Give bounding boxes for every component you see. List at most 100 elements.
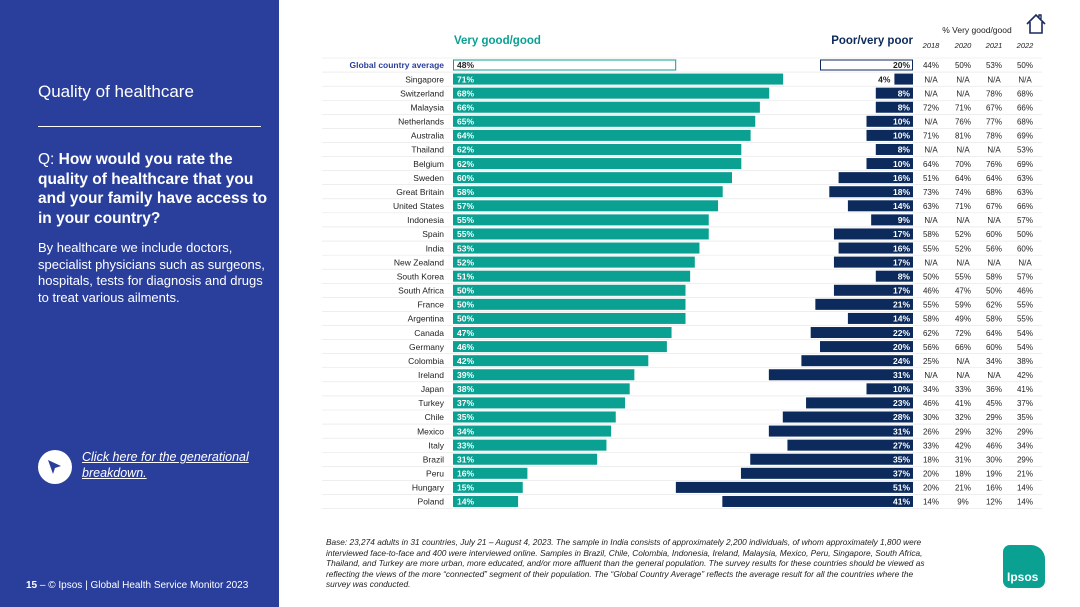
good-value-label: 65% (457, 117, 474, 127)
good-bar (453, 130, 751, 141)
good-value-label: 55% (457, 229, 474, 239)
home-icon[interactable] (1025, 13, 1047, 35)
trend-value: 42% (1017, 371, 1033, 380)
trend-value: 57% (1017, 216, 1033, 225)
trend-value: 34% (1017, 441, 1033, 450)
trend-value: 54% (1017, 329, 1033, 338)
good-value-label: 57% (457, 201, 474, 211)
trend-value: 66% (1017, 103, 1033, 112)
category-label: New Zealand (394, 257, 444, 267)
poor-value-label: 8% (898, 271, 911, 281)
trend-value: N/A (956, 89, 970, 98)
trend-value: 19% (986, 470, 1002, 479)
trend-value: 55% (1017, 315, 1033, 324)
base-note: Base: 23,274 adults in 31 countries, Jul… (326, 537, 931, 590)
good-value-label: 50% (457, 300, 474, 310)
trend-value: 37% (1017, 399, 1033, 408)
trend-value: 50% (955, 61, 971, 70)
trend-value: 56% (923, 343, 939, 352)
trend-value: 14% (1017, 498, 1033, 507)
trend-value: 64% (955, 174, 971, 183)
chart-row: New Zealand 52% 17% N/A N/A N/A N/A (322, 257, 1042, 270)
trend-value: 53% (986, 61, 1002, 70)
trend-value: 31% (955, 455, 971, 464)
trend-value: N/A (956, 371, 970, 380)
poor-value-label: 31% (893, 370, 910, 380)
ipsos-logo: Ipsos (1003, 545, 1045, 588)
trend-value: 14% (1017, 484, 1033, 493)
year-header: 2018 (922, 41, 941, 50)
good-bar (453, 102, 760, 113)
good-bar (453, 327, 672, 338)
good-value-label: 51% (457, 271, 474, 281)
trend-value: 64% (923, 160, 939, 169)
trend-value: 36% (986, 385, 1002, 394)
poor-bar (676, 482, 913, 493)
trend-value: 58% (923, 230, 939, 239)
good-bar (453, 116, 755, 127)
trend-value: 51% (923, 174, 939, 183)
poor-value-label: 10% (893, 117, 910, 127)
poor-value-label: 20% (893, 60, 910, 70)
chart-row: Great Britain 58% 18% 73% 74% 68% 63% (322, 186, 1042, 199)
category-label: Spain (422, 229, 444, 239)
trend-value: 68% (1017, 89, 1033, 98)
poor-value-label: 14% (893, 201, 910, 211)
trend-value: N/A (987, 75, 1001, 84)
trend-value: 66% (1017, 202, 1033, 211)
trend-value: 46% (986, 441, 1002, 450)
trend-value: 55% (1017, 301, 1033, 310)
trend-value: N/A (924, 258, 938, 267)
good-value-label: 37% (457, 398, 474, 408)
chart-row: Colombia 42% 24% 25% N/A 34% 38% (322, 355, 1042, 368)
chart-row: Canada 47% 22% 62% 72% 64% 54% (322, 327, 1042, 340)
good-bar (453, 383, 630, 394)
chart-row: Global country average 48% 20% 44% 50% 53% 50% (322, 60, 1042, 72)
trend-value: 76% (986, 160, 1002, 169)
trend-value: 46% (923, 287, 939, 296)
trend-value: 29% (986, 413, 1002, 422)
trend-value: 71% (955, 103, 971, 112)
trend-value: 20% (923, 470, 939, 479)
good-value-label: 16% (457, 469, 474, 479)
trend-value: 67% (986, 103, 1002, 112)
good-value-label: 15% (457, 483, 474, 493)
poor-value-label: 4% (878, 74, 891, 84)
trend-value: 78% (986, 132, 1002, 141)
trend-value: 63% (1017, 174, 1033, 183)
trend-value: 64% (986, 329, 1002, 338)
good-bar (453, 88, 769, 99)
good-bar (453, 214, 709, 225)
good-bar (453, 355, 648, 366)
good-bar (453, 426, 611, 437)
trend-header: % Very good/good (942, 25, 1012, 35)
trend-value: 46% (923, 399, 939, 408)
trend-value: 52% (955, 230, 971, 239)
category-label: Japan (421, 384, 444, 394)
good-bar (453, 341, 667, 352)
trend-value: 74% (955, 188, 971, 197)
trend-value: 76% (955, 118, 971, 127)
trend-value: 69% (1017, 160, 1033, 169)
chart-row: Netherlands 65% 10% N/A 76% 77% 68% (322, 116, 1042, 129)
chart-row: Argentina 50% 14% 58% 49% 58% 55% (322, 313, 1042, 326)
trend-value: 32% (986, 427, 1002, 436)
category-label: Sweden (413, 173, 444, 183)
poor-value-label: 17% (893, 257, 910, 267)
good-value-label: 62% (457, 145, 474, 155)
poor-value-label: 21% (893, 300, 910, 310)
trend-value: 72% (955, 329, 971, 338)
trend-value: 50% (986, 287, 1002, 296)
chart-row: Hungary 15% 51% 20% 21% 16% 14% (322, 482, 1042, 495)
category-label: Thailand (411, 145, 444, 155)
poor-value-label: 10% (893, 384, 910, 394)
category-label: India (426, 243, 445, 253)
category-label: United States (393, 201, 444, 211)
poor-value-label: 51% (893, 483, 910, 493)
poor-value-label: 17% (893, 286, 910, 296)
trend-value: 44% (923, 61, 939, 70)
chart-row: India 53% 16% 55% 52% 56% 60% (322, 243, 1042, 256)
good-value-label: 35% (457, 412, 474, 422)
chart-row: Indonesia 55% 9% N/A N/A N/A 57% (322, 214, 1042, 227)
chart-row: Belgium 62% 10% 64% 70% 76% 69% (322, 158, 1042, 171)
